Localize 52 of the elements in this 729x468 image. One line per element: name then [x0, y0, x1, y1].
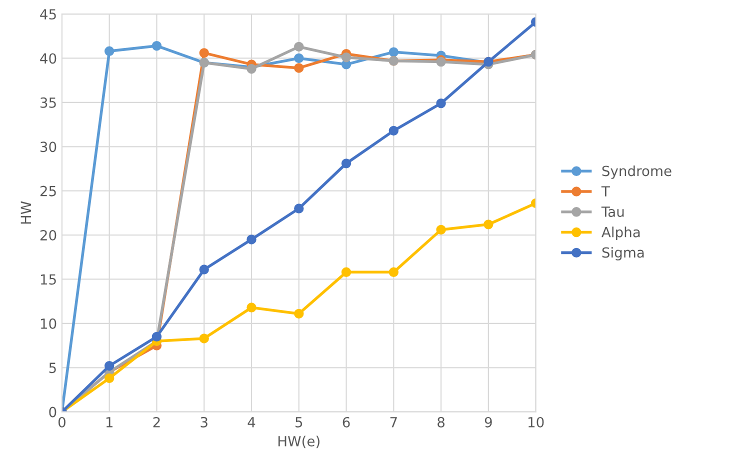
- point: [152, 332, 162, 342]
- point: [246, 302, 256, 312]
- point: [341, 158, 352, 168]
- x-tick-label: 0: [58, 416, 66, 428]
- x-tick-label: 9: [484, 416, 492, 428]
- x-tick-label: 5: [296, 417, 302, 428]
- point: [388, 267, 399, 278]
- point: [246, 234, 256, 244]
- y-tick-label: 40: [40, 53, 56, 64]
- x-tick-label: 7: [390, 417, 397, 428]
- x-axis-title: HW(e): [278, 436, 320, 448]
- x-tick-label: 6: [342, 416, 350, 428]
- x-tick-label: 1: [106, 417, 112, 428]
- point: [104, 373, 114, 384]
- point: [436, 224, 446, 235]
- point: [341, 52, 352, 62]
- point: [294, 63, 304, 73]
- y-axis-title: HW: [20, 201, 31, 224]
- y-tick-label: 20: [40, 230, 56, 241]
- point: [294, 308, 304, 319]
- y-tick-label: 0: [49, 406, 56, 418]
- legend-label: T: [601, 186, 610, 196]
- legend-label: Sigma: [602, 246, 644, 260]
- point: [199, 264, 209, 274]
- x-tick-label: 2: [153, 416, 160, 428]
- legend-label: Tau: [601, 206, 624, 217]
- point: [341, 267, 352, 278]
- point: [104, 361, 114, 371]
- point: [294, 42, 304, 52]
- y-tick-label: 5: [49, 362, 56, 374]
- x-tick-label: 10: [528, 416, 544, 428]
- legend-label: Alpha: [602, 226, 640, 240]
- y-tick-label: 30: [40, 142, 56, 152]
- y-tick-label: 10: [40, 318, 56, 329]
- y-tick-label: 45: [40, 9, 56, 20]
- point: [388, 126, 399, 136]
- y-tick-label: 35: [40, 97, 56, 108]
- legend-label: Syndrome: [602, 165, 672, 179]
- x-tick-label: 8: [438, 416, 445, 428]
- point: [199, 48, 209, 58]
- point: [294, 204, 304, 214]
- point: [484, 220, 494, 230]
- x-tick-label: 3: [200, 416, 208, 428]
- point: [388, 47, 399, 57]
- point: [152, 41, 162, 51]
- point: [294, 53, 304, 64]
- point: [199, 334, 209, 344]
- point: [436, 98, 446, 108]
- x-tick-label: 4: [248, 417, 256, 428]
- point: [104, 46, 114, 56]
- y-tick-label: 15: [40, 274, 56, 285]
- y-tick-label: 25: [40, 186, 56, 196]
